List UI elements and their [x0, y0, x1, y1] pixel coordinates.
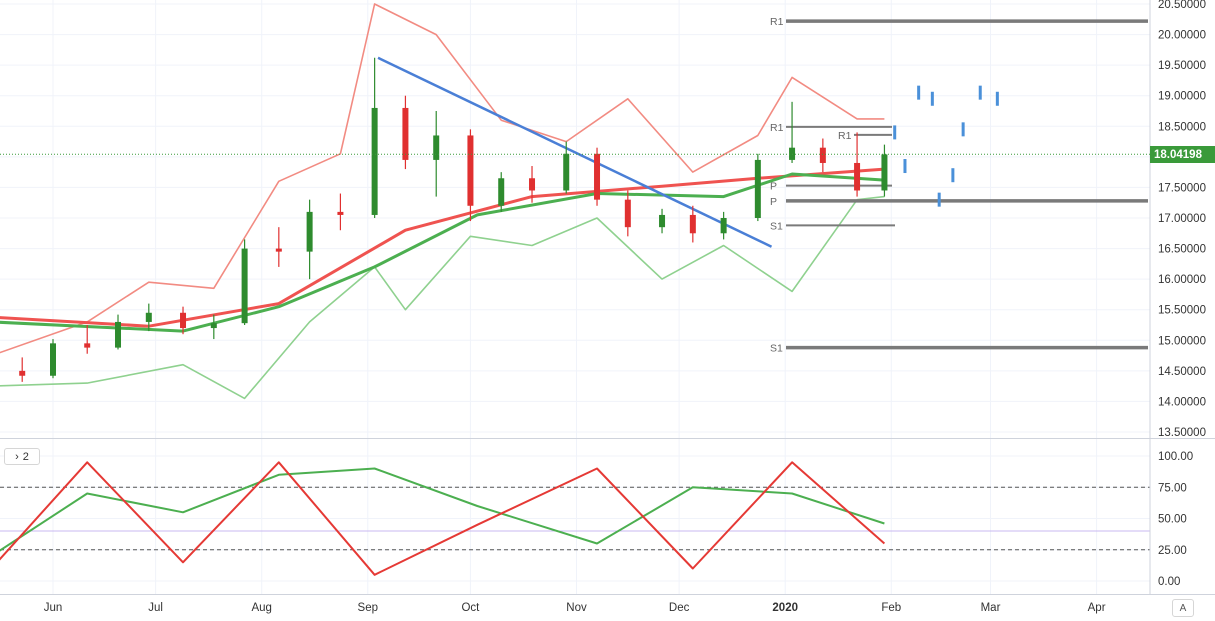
x-tick-label: Dec [669, 602, 690, 614]
candle-body [563, 153, 570, 191]
osc-y-tick-label: 50.00 [1158, 514, 1187, 526]
y-tick-label: 13.50000 [1158, 427, 1206, 439]
candle-body [145, 312, 152, 322]
x-tick-label: Jul [148, 602, 163, 614]
x-tick-label: Apr [1088, 602, 1106, 614]
candle-body [433, 135, 440, 160]
candle-body [19, 370, 26, 376]
candle-body [467, 135, 474, 206]
y-tick-label: 16.50000 [1158, 244, 1206, 256]
y-tick-label: 18.50000 [1158, 121, 1206, 133]
pane-toggle-button[interactable]: › 2 [4, 448, 40, 465]
candle-body [819, 147, 826, 163]
osc-y-tick-label: 0.00 [1158, 576, 1180, 588]
projection-mark [930, 91, 934, 106]
auto-scale-button[interactable]: A [1172, 599, 1194, 617]
osc-y-tick-label: 25.00 [1158, 545, 1187, 557]
band-line [0, 3, 885, 354]
projection-mark [937, 192, 941, 207]
pivot-label: R1 [770, 16, 784, 28]
band-line [0, 195, 885, 400]
projection-mark [961, 122, 965, 137]
projection-mark [978, 85, 982, 100]
y-tick-label: 19.00000 [1158, 91, 1206, 103]
oscillator-pane [0, 461, 1150, 576]
x-tick-label: Mar [981, 602, 1001, 614]
candle-body [371, 107, 378, 215]
y-tick-label: 15.50000 [1158, 305, 1206, 317]
pivot-levels: R1 R1 R1 PP S1 S1 [770, 16, 1148, 355]
y-tick-label: 20.50000 [1158, 0, 1206, 11]
osc-series-line [0, 467, 885, 552]
candle-body [881, 154, 888, 191]
candle-body [624, 199, 631, 228]
pivot-label: R1 [770, 122, 784, 134]
candle-body [498, 178, 505, 206]
osc-y-tick-label: 100.00 [1158, 451, 1193, 463]
candle-body [50, 343, 56, 376]
x-tick-label: Feb [881, 602, 901, 614]
y-tick-label: 19.50000 [1158, 60, 1206, 72]
moving-averages [0, 167, 885, 333]
projection-mark [917, 85, 921, 100]
chevron-right-icon: › [15, 450, 19, 463]
candle-body [180, 312, 187, 329]
x-tick-label: Oct [461, 602, 480, 614]
candle-body [210, 323, 217, 329]
candle-body [115, 321, 122, 348]
trendline [377, 56, 773, 248]
x-tick-label: Sep [358, 602, 378, 614]
pivot-label: S1 [770, 343, 783, 355]
pivot-label: P [770, 181, 777, 193]
moving-average-line [0, 167, 885, 328]
pane-toggle-label: 2 [22, 450, 29, 463]
y-tick-label: 14.50000 [1158, 366, 1206, 378]
projection-mark [951, 168, 955, 183]
candle-body [275, 248, 282, 252]
last-price-tag: 18.04198 [1150, 146, 1215, 163]
pivot-label: S1 [770, 220, 783, 232]
moving-average-line [0, 172, 885, 333]
candle-body [529, 178, 536, 191]
candle-body [241, 248, 248, 324]
projection-mark [995, 91, 999, 106]
x-tick-label: Nov [566, 602, 587, 614]
projection-mark [903, 159, 907, 174]
candle-body [720, 218, 727, 234]
y-tick-label: 17.00000 [1158, 213, 1206, 225]
x-tick-label: Aug [251, 602, 271, 614]
pivot-label: R1 [838, 130, 852, 142]
y-tick-label: 16.00000 [1158, 274, 1206, 286]
pivot-label: P [770, 196, 777, 208]
candle-body [306, 211, 313, 252]
y-tick-label: 17.50000 [1158, 182, 1206, 194]
bands [0, 3, 885, 400]
x-tick-label: 2020 [772, 602, 798, 614]
projection [893, 85, 999, 207]
candle-body [84, 343, 91, 348]
candles [19, 57, 888, 382]
candle-body [402, 107, 409, 160]
candle-body [594, 153, 601, 200]
y-tick-label: 14.00000 [1158, 396, 1206, 408]
grid [0, 0, 1150, 594]
y-tick-label: 15.00000 [1158, 335, 1206, 347]
candle-body [754, 159, 761, 218]
candle-body [689, 214, 696, 234]
candle-body [659, 214, 666, 228]
osc-y-tick-label: 75.00 [1158, 482, 1187, 494]
x-tick-label: Jun [44, 602, 63, 614]
trendline-line [377, 56, 773, 248]
osc-series-line [0, 461, 886, 576]
y-tick-label: 20.00000 [1158, 30, 1206, 42]
projection-mark [893, 125, 897, 140]
candle-body [854, 162, 861, 191]
candle-body [337, 211, 344, 215]
